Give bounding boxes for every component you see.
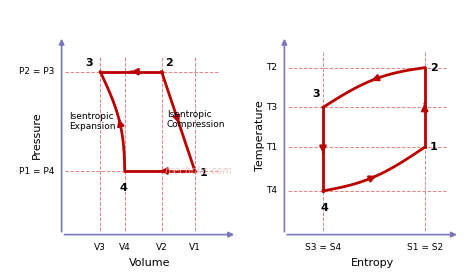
Text: 3: 3 (86, 58, 93, 68)
Text: T2: T2 (266, 63, 277, 72)
Text: Volume: Volume (128, 258, 170, 269)
Text: T1: T1 (266, 143, 277, 152)
Text: V1: V1 (189, 243, 201, 251)
Text: P2 = P3: P2 = P3 (19, 67, 55, 76)
Text: Isentropic
Compression: Isentropic Compression (167, 110, 225, 129)
Text: 1: 1 (199, 168, 207, 178)
Text: 1: 1 (430, 142, 438, 152)
Text: T3: T3 (266, 103, 277, 112)
Text: S1 = S2: S1 = S2 (407, 243, 443, 251)
Text: Entropy: Entropy (350, 258, 394, 269)
Text: 4: 4 (321, 203, 328, 213)
Text: V3: V3 (94, 243, 106, 251)
Text: 2: 2 (165, 58, 173, 68)
Text: S3 = S4: S3 = S4 (305, 243, 341, 251)
Text: V2: V2 (156, 243, 167, 251)
Text: mecholic.com: mecholic.com (165, 166, 233, 176)
Text: Isentropic
Expansion: Isentropic Expansion (69, 112, 115, 131)
Text: Pressure: Pressure (32, 112, 42, 159)
Text: Temperature: Temperature (255, 100, 265, 171)
Text: 4: 4 (119, 183, 127, 193)
Text: V4: V4 (119, 243, 131, 251)
Text: T4: T4 (266, 186, 277, 195)
Text: 3: 3 (312, 89, 319, 99)
Text: 2: 2 (430, 63, 438, 73)
Text: P1 = P4: P1 = P4 (19, 166, 55, 176)
